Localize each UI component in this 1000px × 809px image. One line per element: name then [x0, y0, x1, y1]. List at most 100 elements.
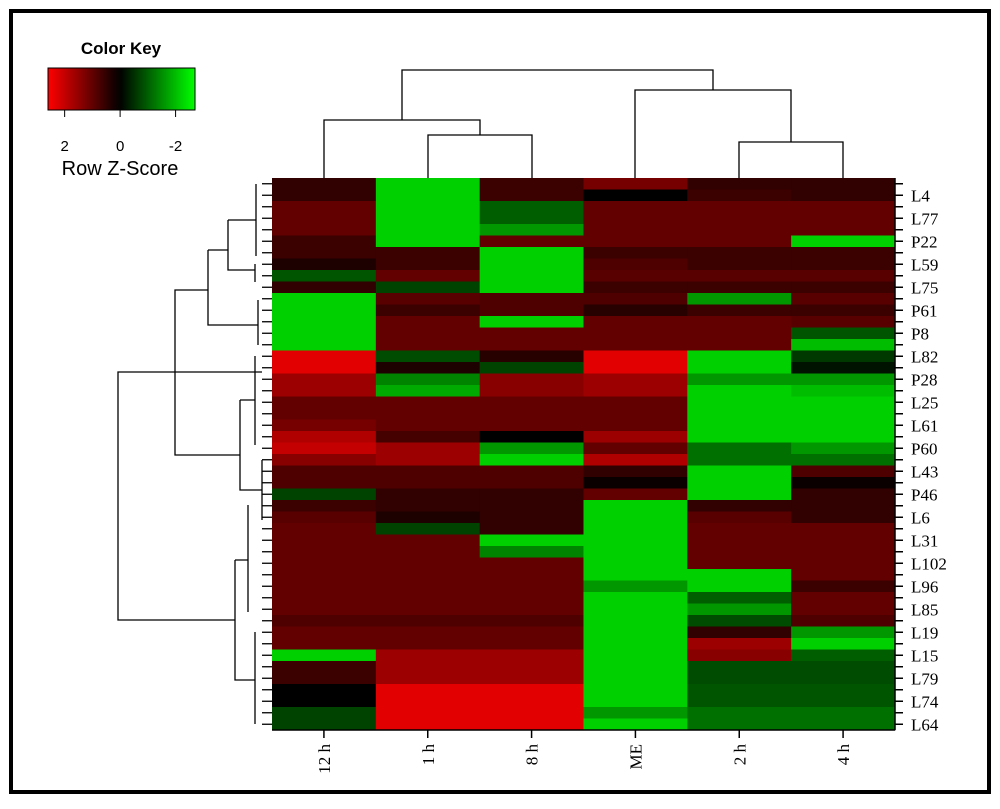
- cell: [687, 419, 792, 432]
- cell: [687, 500, 792, 512]
- cell: [375, 396, 481, 409]
- cell: [479, 557, 584, 570]
- cell: [272, 511, 377, 524]
- cell: [479, 718, 584, 731]
- cell: [583, 281, 688, 294]
- cell: [791, 603, 896, 616]
- row-label: L102: [911, 554, 947, 573]
- cell: [583, 327, 688, 340]
- column-label: 2 h: [730, 744, 749, 766]
- cell: [479, 603, 584, 616]
- row-dendrogram: [117, 184, 263, 724]
- cell: [479, 523, 584, 535]
- cell: [272, 224, 377, 236]
- cell: [791, 373, 896, 386]
- cell: [479, 511, 584, 524]
- cell: [583, 270, 688, 282]
- cell: [375, 592, 481, 604]
- cell: [583, 373, 688, 386]
- cell: [375, 327, 481, 340]
- cell: [479, 281, 584, 294]
- column-dendrogram: [323, 69, 844, 178]
- cell: [583, 638, 688, 650]
- column-label: 8 h: [523, 744, 542, 766]
- row-label: L43: [911, 462, 938, 481]
- cell: [479, 201, 584, 213]
- cell: [687, 247, 792, 259]
- cell: [479, 373, 584, 386]
- row-label: P8: [911, 324, 929, 343]
- cell: [479, 235, 584, 248]
- cell: [791, 465, 896, 478]
- cell: [375, 511, 481, 524]
- row-label: L79: [911, 669, 938, 688]
- cell: [687, 580, 792, 593]
- cell: [583, 350, 688, 363]
- cell: [272, 718, 377, 731]
- cell: [583, 293, 688, 305]
- cell: [687, 408, 792, 420]
- cell: [791, 557, 896, 570]
- cell: [791, 488, 896, 501]
- cell: [479, 649, 584, 662]
- cell: [375, 293, 481, 305]
- cell: [791, 362, 896, 374]
- cell: [583, 661, 688, 673]
- cell: [583, 408, 688, 420]
- cell: [687, 465, 792, 478]
- cell: [583, 304, 688, 317]
- cell: [272, 442, 377, 455]
- row-label: P60: [911, 439, 937, 458]
- cell: [272, 557, 377, 570]
- cell: [791, 327, 896, 340]
- cell: [791, 281, 896, 294]
- cell: [791, 500, 896, 512]
- cell: [272, 488, 377, 501]
- cell: [272, 178, 377, 190]
- heatmap: [272, 178, 896, 731]
- cell: [272, 580, 377, 593]
- cell: [375, 626, 481, 639]
- cell: [687, 339, 792, 351]
- cell: [479, 316, 584, 328]
- cell: [272, 258, 377, 271]
- cell: [479, 419, 584, 432]
- cell: [583, 695, 688, 708]
- cell: [375, 431, 481, 443]
- row-label: P61: [911, 301, 937, 320]
- cell: [687, 373, 792, 386]
- row-label: P22: [911, 232, 937, 251]
- cell: [687, 672, 792, 685]
- column-label: 4 h: [834, 744, 853, 766]
- column-label: 12 h: [315, 744, 334, 774]
- cell: [687, 258, 792, 271]
- cell: [272, 327, 377, 340]
- cell: [791, 615, 896, 627]
- cell: [791, 339, 896, 351]
- cell: [791, 178, 896, 190]
- cell: [375, 385, 481, 397]
- cell: [687, 569, 792, 581]
- cell: [375, 350, 481, 363]
- cell: [583, 454, 688, 466]
- cell: [375, 247, 481, 259]
- cell: [791, 546, 896, 558]
- cell: [583, 523, 688, 535]
- cell: [791, 270, 896, 282]
- cell: [479, 684, 584, 696]
- cell: [272, 373, 377, 386]
- cell: [791, 224, 896, 236]
- color-key: [47, 67, 196, 111]
- cell: [272, 500, 377, 512]
- cell: [375, 454, 481, 466]
- cell: [583, 580, 688, 593]
- cell: [375, 718, 481, 731]
- row-label: L64: [911, 715, 939, 734]
- row-label: L6: [911, 508, 930, 527]
- cell: [583, 442, 688, 455]
- cell: [583, 247, 688, 259]
- cell: [375, 178, 481, 190]
- row-label: P28: [911, 370, 937, 389]
- cell: [375, 672, 481, 685]
- cell: [687, 546, 792, 558]
